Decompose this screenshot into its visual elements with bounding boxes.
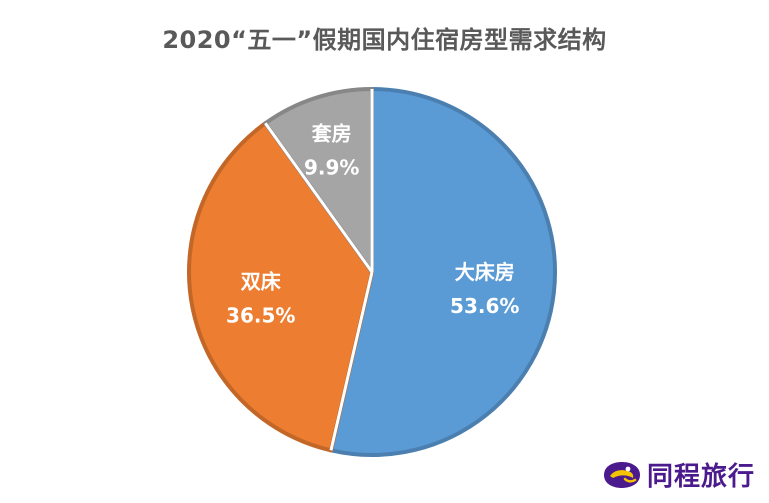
slice-category-label-2: 套房 [312, 122, 352, 146]
slice-category-label-1: 双床 [241, 269, 282, 293]
slice-separator-1 [329, 271, 374, 451]
brand-name: 同程旅行 [646, 462, 755, 492]
pie-slices [187, 87, 557, 457]
slice-category-label-0: 大床房 [455, 260, 515, 284]
pie-labels: 大床房 53.6% 双床 36.5% 套房 9.9% [226, 89, 519, 451]
slice-value-label-1: 36.5% [226, 303, 295, 327]
pie-slice-1 [187, 121, 374, 453]
chart-title: 2020“五一”假期国内住宿房型需求结构 [162, 26, 607, 54]
pie-slice-0 [328, 87, 557, 457]
slice-value-label-0: 53.6% [450, 294, 519, 318]
pie-slice-2 [263, 87, 374, 274]
slice-value-label-2: 9.9% [304, 156, 359, 180]
tongcheng-logo-icon [603, 461, 640, 488]
slice-separator-2 [264, 122, 374, 273]
brand-logo: 同程旅行 [601, 456, 755, 493]
